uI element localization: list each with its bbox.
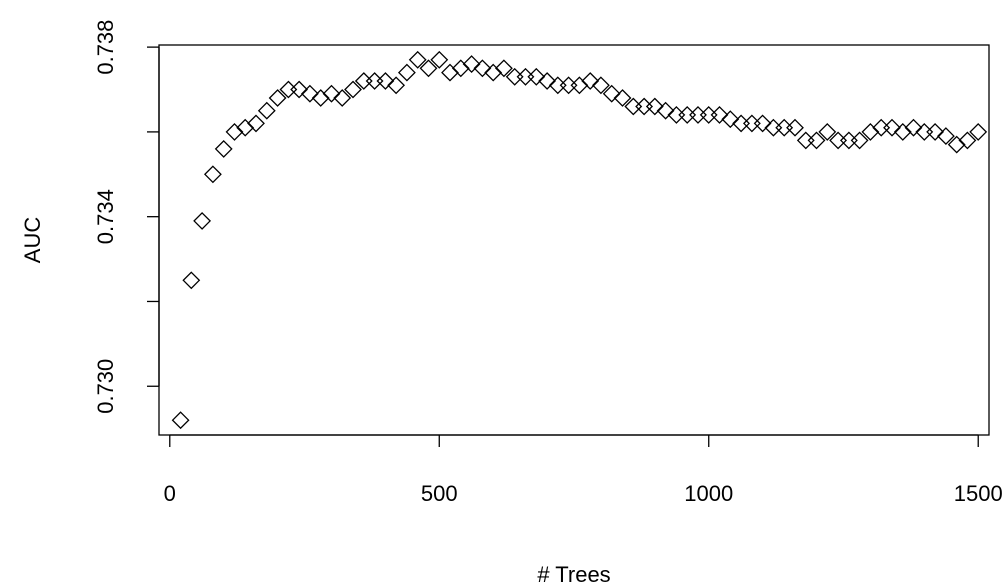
data-point	[236, 118, 255, 137]
data-point	[699, 105, 718, 124]
data-point	[861, 122, 880, 141]
y-tick-label: 0.738	[93, 20, 118, 75]
data-point	[947, 135, 966, 154]
data-point	[591, 76, 610, 95]
data-point	[193, 211, 212, 230]
data-point	[926, 122, 945, 141]
data-points	[171, 50, 988, 430]
data-point	[257, 101, 276, 120]
data-point	[613, 89, 632, 107]
data-point	[678, 105, 697, 124]
data-point	[710, 105, 729, 124]
data-point	[214, 139, 233, 158]
data-point	[365, 72, 384, 90]
data-point	[494, 59, 513, 78]
data-point	[732, 114, 751, 133]
x-tick-label: 500	[421, 481, 458, 506]
data-point	[376, 72, 395, 90]
plot-frame	[158, 44, 990, 436]
data-point	[441, 63, 459, 82]
data-point	[656, 101, 675, 120]
data-point	[915, 122, 934, 141]
data-point	[397, 63, 416, 82]
data-point	[182, 271, 201, 290]
data-point	[839, 131, 858, 150]
data-point	[775, 118, 794, 137]
data-point	[203, 165, 222, 184]
data-point	[883, 118, 901, 137]
x-tick-label: 1500	[954, 481, 1003, 506]
y-axis: 0.730 0.734 0.738	[93, 20, 160, 414]
data-point	[581, 72, 600, 90]
data-point	[300, 84, 319, 103]
data-point	[387, 76, 406, 95]
data-point	[462, 55, 481, 74]
data-point	[872, 118, 891, 137]
data-point	[408, 50, 427, 69]
data-point	[958, 131, 977, 150]
data-point	[689, 105, 707, 124]
data-point	[850, 131, 869, 150]
data-point	[538, 72, 557, 90]
data-point	[322, 84, 341, 103]
data-point	[893, 122, 912, 141]
data-point	[473, 59, 492, 78]
data-point	[548, 76, 567, 95]
data-point	[645, 97, 664, 116]
data-point	[344, 80, 362, 99]
data-point	[721, 110, 740, 129]
x-tick-label: 0	[164, 481, 176, 506]
x-axis-title: # Trees	[537, 562, 610, 587]
data-point	[333, 89, 352, 107]
data-point	[764, 118, 783, 137]
data-point	[311, 89, 330, 107]
data-point	[225, 122, 244, 141]
data-point	[430, 50, 449, 69]
y-tick-label: 0.734	[93, 189, 118, 244]
data-point	[796, 131, 815, 150]
x-tick-label: 1000	[684, 481, 733, 506]
data-point	[936, 127, 955, 146]
data-point	[516, 67, 535, 86]
data-point	[602, 84, 621, 103]
data-point	[742, 114, 761, 133]
data-point	[268, 89, 287, 107]
data-point	[559, 76, 578, 95]
data-point	[290, 80, 309, 99]
data-point	[786, 118, 804, 137]
data-point	[247, 114, 265, 133]
data-point	[969, 122, 988, 141]
data-point	[818, 122, 837, 141]
data-point	[753, 114, 772, 133]
data-point	[419, 59, 438, 78]
data-point	[171, 411, 190, 430]
data-point	[667, 105, 686, 124]
data-point	[484, 63, 503, 82]
y-tick-label: 0.730	[93, 359, 118, 414]
x-axis: 0 500 1000 1500	[164, 434, 1003, 506]
data-point	[451, 59, 470, 78]
data-point	[807, 131, 826, 150]
data-point	[527, 67, 546, 86]
y-axis-title: AUC	[20, 217, 45, 264]
data-point	[635, 97, 654, 116]
data-point	[570, 76, 589, 95]
data-point	[904, 118, 923, 137]
